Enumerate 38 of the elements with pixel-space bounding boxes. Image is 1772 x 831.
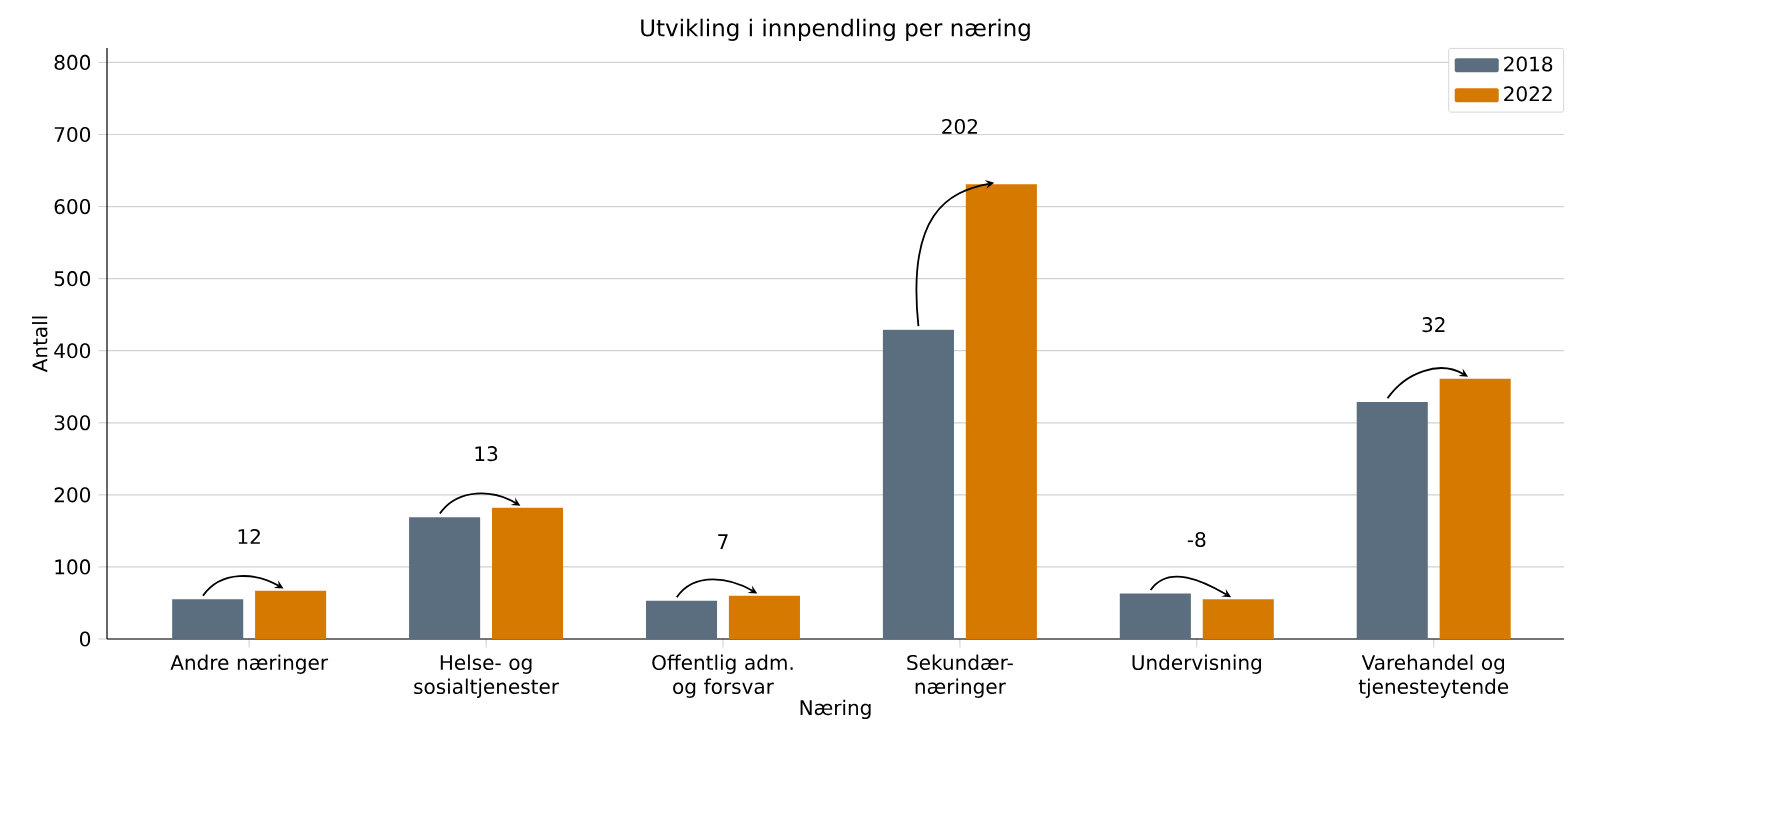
bar bbox=[409, 517, 481, 639]
x-tick-label: Andre næringer bbox=[170, 654, 329, 674]
y-axis-title: Antall bbox=[32, 316, 48, 373]
y-tick-label: 600 bbox=[54, 198, 91, 215]
x-axis-title: Næring bbox=[800, 699, 871, 720]
bar bbox=[1356, 401, 1428, 639]
y-tick-label: 200 bbox=[54, 487, 91, 503]
bar bbox=[645, 600, 718, 639]
x-tick-label: Varehandel og tjenesteytende bbox=[1358, 654, 1509, 698]
annotation: 32 bbox=[1422, 317, 1445, 333]
y-tick-label: 400 bbox=[54, 343, 91, 359]
y-tick-label: 500 bbox=[54, 271, 91, 287]
y-tick-label: 700 bbox=[54, 126, 91, 143]
annotation: 7 bbox=[718, 534, 728, 549]
bar bbox=[1202, 599, 1274, 639]
annotation: -8 bbox=[1187, 531, 1206, 548]
legend-label: 2022 bbox=[1504, 86, 1552, 102]
annotation: 12 bbox=[238, 529, 260, 544]
x-tick-label: Helse- og sosialtjenester bbox=[414, 654, 560, 698]
x-tick-label: Undervisning bbox=[1132, 654, 1261, 674]
y-tick-label: 800 bbox=[54, 54, 91, 70]
bar bbox=[882, 329, 954, 639]
bar bbox=[491, 507, 564, 639]
bar bbox=[728, 595, 800, 639]
bar bbox=[965, 184, 1037, 639]
y-tick-label: 0 bbox=[79, 631, 91, 647]
x-tick-label: Sekundær-næringer bbox=[907, 654, 1013, 698]
bar bbox=[1439, 378, 1511, 639]
legend-label: 2018 bbox=[1504, 56, 1553, 72]
chart-title: Utvikling i innpendling per næring bbox=[641, 18, 1030, 41]
bar bbox=[172, 599, 244, 639]
x-tick-label: Offentlig adm. og forsvar bbox=[652, 654, 793, 698]
y-tick-label: 100 bbox=[55, 559, 91, 575]
annotation: 13 bbox=[475, 446, 498, 462]
annotation: 202 bbox=[942, 118, 977, 135]
y-tick-label: 300 bbox=[54, 415, 91, 431]
bar bbox=[1119, 593, 1191, 639]
bar bbox=[255, 590, 327, 639]
